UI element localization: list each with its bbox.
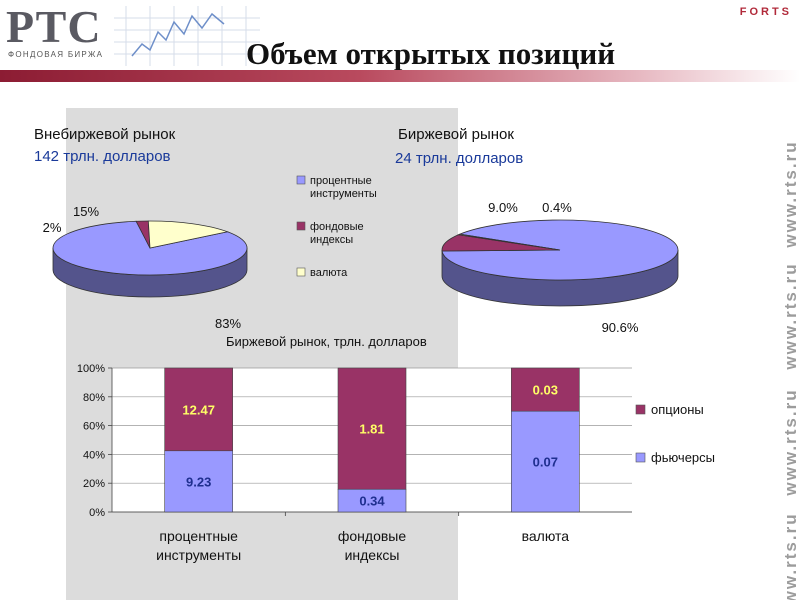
- pie-legend-label: процентные: [310, 175, 372, 187]
- bar-data-label: 0.07: [533, 455, 558, 470]
- forts-label: FORTS: [739, 6, 792, 18]
- pie1-title: Внебиржевой рынок: [34, 126, 176, 143]
- bar-ytick-label: 60%: [83, 421, 105, 433]
- rts-logo[interactable]: РТС ФОНДОВАЯ БИРЖА: [2, 2, 114, 64]
- bar-0-фьючерсы: [164, 450, 233, 513]
- pie2-label-1: 9.0%: [488, 200, 518, 215]
- pie2-label-0: 90.6%: [602, 320, 639, 335]
- logo-graph-decoration: [114, 6, 260, 66]
- pie-legend-label: валюта: [310, 267, 348, 279]
- pie-legend-label: фондовые: [310, 221, 364, 233]
- bar-category-label: индексы: [345, 547, 400, 563]
- bar-ytick-label: 100%: [77, 363, 105, 375]
- header-accent-bar: [0, 70, 800, 82]
- bar-data-label: 0.34: [359, 494, 385, 509]
- bar-1-опционы: [337, 367, 407, 490]
- logo-subtext: ФОНДОВАЯ БИРЖА: [8, 50, 104, 59]
- bar-category-label: инструменты: [156, 547, 241, 563]
- pie2-subtitle: 24 трлн. долларов: [395, 150, 524, 167]
- bar-ytick-label: 0%: [89, 507, 105, 519]
- logo-text: РТС: [6, 1, 102, 52]
- pie-2-slice-2: [456, 233, 561, 251]
- pie1-label-0: 83%: [215, 316, 241, 331]
- pie1-label-2: 15%: [73, 204, 99, 219]
- bar-ytick-label: 80%: [83, 392, 105, 404]
- bar-0-опционы: [164, 367, 233, 452]
- bar-legend-swatch: [635, 452, 646, 463]
- bar-data-label: 12.47: [182, 402, 215, 417]
- header: РТС ФОНДОВАЯ БИРЖА FORTS Объем открытых …: [0, 0, 800, 90]
- pie-1-slice-2: [147, 220, 229, 249]
- bar-data-label: 1.81: [359, 422, 384, 437]
- bar-legend-label: фьючерсы: [651, 450, 715, 465]
- pie-legend-label: индексы: [310, 234, 353, 246]
- bar-category-label: процентные: [159, 528, 238, 544]
- bar-2-опционы: [511, 367, 580, 412]
- pie-2: [441, 219, 679, 307]
- pie-legend-label: инструменты: [310, 188, 377, 200]
- pie-1: [52, 220, 248, 298]
- bar-data-label: 9.23: [186, 474, 211, 489]
- bar-ytick-label: 20%: [83, 478, 105, 490]
- pie2-title: Биржевой рынок: [398, 126, 514, 143]
- bar-category-label: фондовые: [338, 528, 406, 544]
- pie-legend-swatch-2: [296, 267, 306, 277]
- bar-chart-title: Биржевой рынок, трлн. долларов: [226, 334, 427, 349]
- bar-legend-label: опционы: [651, 402, 704, 417]
- pie-legend-swatch-0: [296, 175, 306, 185]
- chart-panel-background: [66, 108, 458, 600]
- pie1-subtitle: 142 трлн. долларов: [34, 148, 171, 165]
- bar-ytick-label: 40%: [83, 449, 105, 461]
- bar-legend-swatch: [635, 404, 646, 415]
- pie1-label-1: 2%: [43, 220, 62, 235]
- page-title: Объем открытых позиций: [246, 36, 616, 71]
- bar-category-label: валюта: [522, 528, 570, 544]
- pie2-label-2: 0.4%: [542, 200, 572, 215]
- pie-legend-swatch-1: [296, 221, 306, 231]
- bar-2-фьючерсы: [511, 410, 580, 513]
- bar-data-label: 0.03: [533, 383, 558, 398]
